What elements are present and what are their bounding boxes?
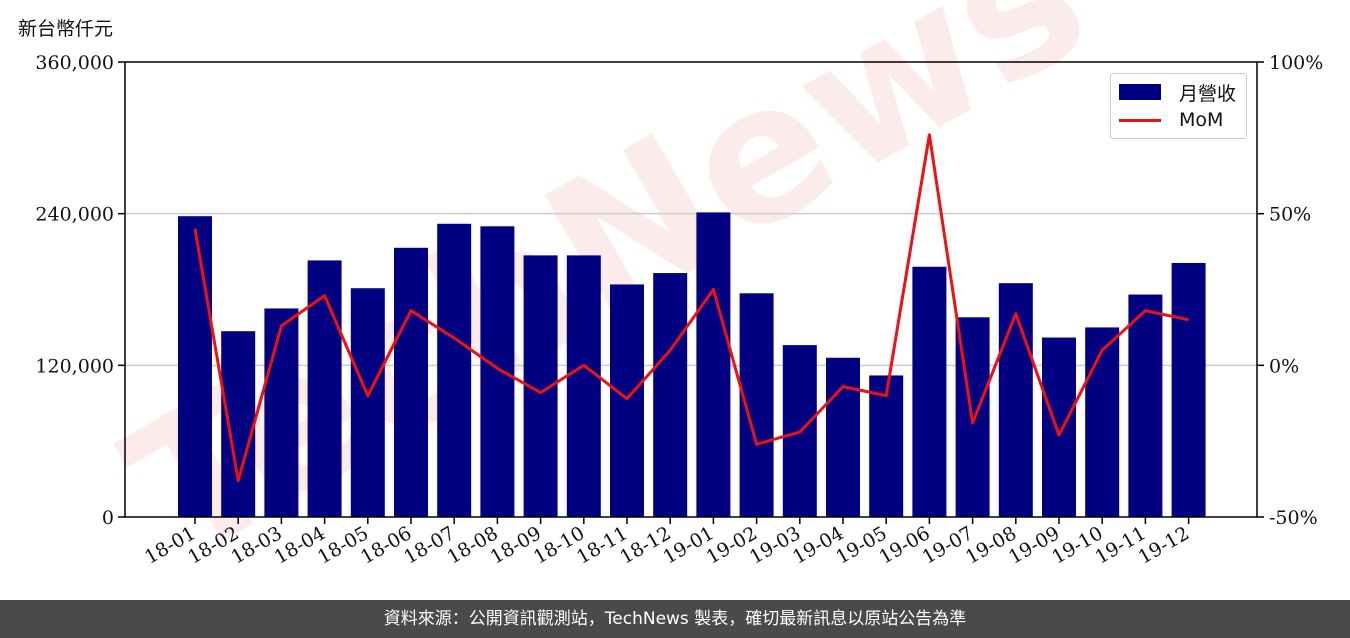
right-tick-label: 100%	[1269, 52, 1323, 74]
mom-line	[193, 133, 1189, 483]
bar-19-06	[912, 266, 947, 517]
right-tick-label: 0%	[1269, 355, 1299, 377]
bar-19-09	[1042, 337, 1076, 517]
bar-18-12	[653, 273, 688, 517]
x-tick-label-19-12: 19-12	[1135, 522, 1193, 568]
bar-19-04	[826, 357, 860, 517]
legend-item-mom: MoM	[1119, 107, 1223, 133]
bar-19-11	[1128, 294, 1163, 517]
revenue-chart: TechNews0120,000240,000360,000-50%0%50%1…	[35, 0, 1323, 600]
legend-label-revenue: 月營收	[1179, 82, 1237, 105]
left-tick-label: 240,000	[35, 204, 114, 226]
bar-18-05	[350, 288, 385, 517]
bar-19-10	[1085, 327, 1120, 517]
right-tick-label: -50%	[1269, 507, 1318, 529]
bar-18-08	[480, 226, 515, 518]
chart-legend: 月營收 MoM	[1110, 73, 1247, 139]
bar-18-03	[264, 308, 299, 517]
right-tick-label: 50%	[1269, 204, 1311, 226]
y-axis-unit-label: 新台幣仟元	[18, 18, 114, 40]
bar-19-12	[1171, 262, 1206, 517]
bar-18-11	[610, 284, 644, 517]
left-tick-label: 360,000	[35, 52, 114, 74]
legend-line-swatch	[1119, 118, 1161, 122]
legend-item-revenue: 月營收	[1119, 79, 1236, 105]
source-footer: 資料來源：公開資訊觀測站，TechNews 製表，確切最新訊息以原站公告為準	[0, 600, 1350, 638]
left-tick-label: 0	[102, 507, 114, 529]
bar-19-08	[998, 283, 1033, 517]
left-tick-label: 120,000	[35, 355, 114, 377]
bar-18-02	[221, 331, 256, 517]
legend-label-mom: MoM	[1179, 109, 1224, 131]
bar-18-01	[178, 216, 212, 517]
plot-frame	[124, 61, 1258, 518]
legend-bar-swatch	[1119, 84, 1161, 100]
bar-18-06	[394, 247, 428, 517]
bar-18-07	[437, 223, 472, 517]
bar-18-10	[566, 255, 601, 517]
bar-19-01	[696, 212, 731, 517]
bar-19-05	[869, 375, 904, 517]
